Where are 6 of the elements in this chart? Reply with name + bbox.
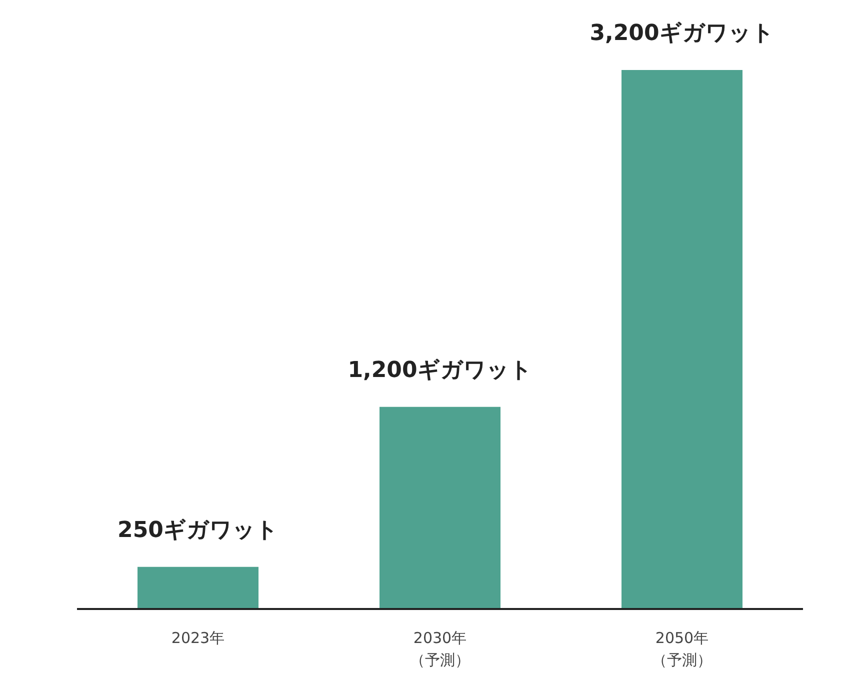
x-tick-label: 2023年 [171, 629, 225, 647]
x-tick-label: 2050年（予測） [652, 629, 712, 669]
data-label: 3,200ギガワット [590, 21, 774, 46]
data-label: 1,200ギガワット [348, 358, 532, 383]
x-tick-label: 2030年（予測） [410, 629, 470, 669]
data-label: 250ギガワット [118, 518, 278, 543]
